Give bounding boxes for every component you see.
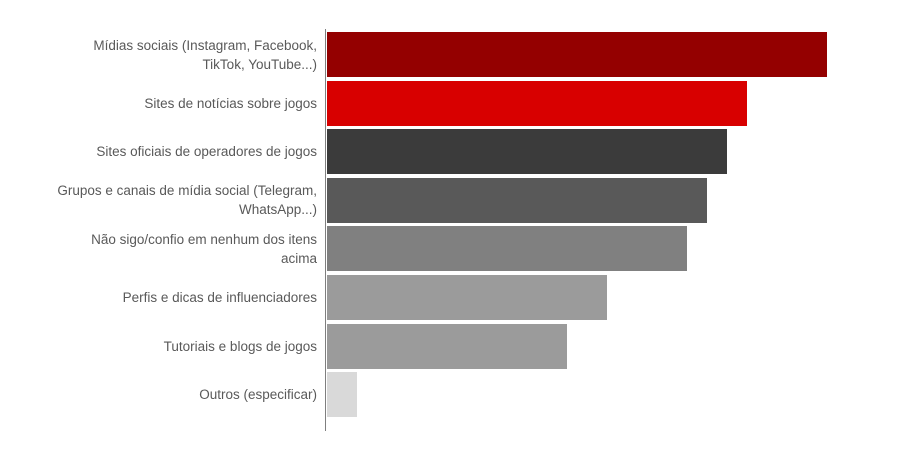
bar-row: Sites de notícias sobre jogos bbox=[0, 80, 912, 126]
bar-row: Perfis e dicas de influenciadores bbox=[0, 274, 912, 320]
category-label: Sites de notícias sobre jogos bbox=[144, 95, 317, 111]
bar-track bbox=[326, 323, 912, 369]
bar-segment bbox=[327, 372, 357, 418]
bar-segment bbox=[327, 32, 827, 77]
bar-track bbox=[326, 274, 912, 320]
bar-segment bbox=[327, 80, 747, 126]
bar-track bbox=[326, 372, 912, 418]
bar-row: Grupos e canais de mídia social (Telegra… bbox=[0, 177, 912, 223]
bar-segment bbox=[327, 177, 707, 223]
bar-row: Tutoriais e blogs de jogos bbox=[0, 323, 912, 369]
category-label: Grupos e canais de mídia social (Telegra… bbox=[57, 183, 317, 218]
y-axis-line bbox=[325, 29, 326, 431]
bar-rows: Mídias sociais (Instagram, Facebook, Tik… bbox=[0, 29, 912, 418]
category-label: Não sigo/confio em nenhum dos itens acim… bbox=[91, 231, 317, 266]
category-label: Perfis e dicas de influenciadores bbox=[122, 289, 317, 305]
bar-segment bbox=[327, 129, 727, 175]
category-label: Sites oficiais de operadores de jogos bbox=[96, 144, 317, 160]
category-label: Tutoriais e blogs de jogos bbox=[163, 338, 317, 354]
bar-segment bbox=[327, 274, 607, 320]
category-label: Outros (especificar) bbox=[199, 387, 317, 403]
bar-track bbox=[326, 32, 912, 77]
bar-row: Mídias sociais (Instagram, Facebook, Tik… bbox=[0, 32, 912, 77]
bar-segment bbox=[327, 323, 567, 369]
bar-row: Sites oficiais de operadores de jogos bbox=[0, 129, 912, 175]
bar-track bbox=[326, 129, 912, 175]
bar-segment bbox=[327, 226, 687, 272]
bar-track bbox=[326, 177, 912, 223]
bar-track bbox=[326, 80, 912, 126]
category-label: Mídias sociais (Instagram, Facebook, Tik… bbox=[93, 37, 317, 72]
bar-row: Não sigo/confio em nenhum dos itens acim… bbox=[0, 226, 912, 272]
bar-track bbox=[326, 226, 912, 272]
bar-row: Outros (especificar) bbox=[0, 372, 912, 418]
